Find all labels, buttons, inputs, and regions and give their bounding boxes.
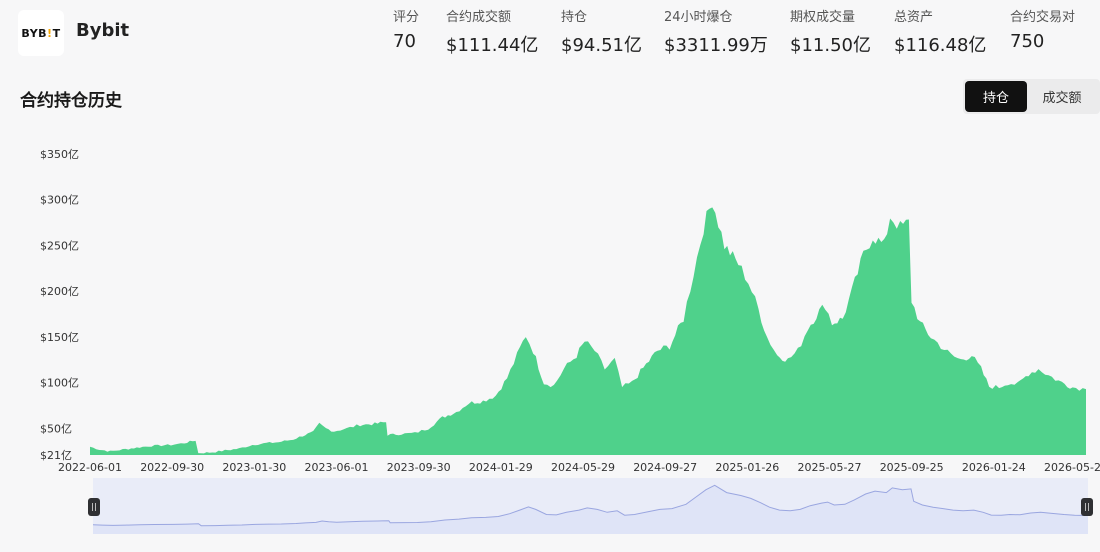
x-tick-label: 2026-01-24 <box>962 461 1026 474</box>
stat-label: 持仓 <box>561 10 588 25</box>
stat-options-volume: 期权成交量 $11.50亿 <box>790 6 871 57</box>
handle-body[interactable] <box>88 498 100 516</box>
x-tick-label: 2023-01-30 <box>222 461 286 474</box>
open-interest-chart: $21亿 $50亿 $100亿 $150亿 $200亿 $250亿 $300亿 $350亿 2… <box>40 148 1100 534</box>
stat-value: 750 <box>1010 31 1045 52</box>
stat-label: 期权成交量 <box>790 10 856 25</box>
exchange-name: Bybit <box>76 20 130 41</box>
x-tick-label: 2024-05-29 <box>551 461 615 474</box>
x-tick-label: 2025-05-27 <box>798 461 862 474</box>
handle-body[interactable] <box>1081 498 1093 516</box>
y-tick-label: $350亿 <box>40 148 79 161</box>
stat-value: $3311.99万 <box>664 35 768 56</box>
x-tick-label: 2022-06-01 <box>58 461 122 474</box>
stat-label: 24小时爆仓 <box>664 10 733 25</box>
stat-total-assets: 总资产 $116.48亿 <box>894 6 986 57</box>
stat-value: $116.48亿 <box>894 35 987 56</box>
y-tick-label: $300亿 <box>40 194 79 207</box>
x-tick-label: 2026-05-25 <box>1044 461 1100 474</box>
x-tick-label: 2025-09-25 <box>880 461 944 474</box>
stat-value: 70 <box>393 31 416 52</box>
stat-value: $11.50亿 <box>790 35 871 56</box>
navigator-line <box>92 484 1089 527</box>
x-tick-label: 2024-01-29 <box>469 461 533 474</box>
metric-toggle: 持仓 成交额 <box>963 79 1100 114</box>
y-tick-label: $250亿 <box>40 239 79 252</box>
stat-open-interest: 持仓 $94.51亿 <box>561 6 642 57</box>
y-tick-label: $150亿 <box>40 331 79 344</box>
stat-label: 合约成交额 <box>446 10 512 25</box>
stat-contract-volume: 合约成交额 $111.44亿 <box>446 6 538 57</box>
stat-liquidations-24h: 24小时爆仓 $3311.99万 <box>664 6 768 57</box>
y-tick-label: $100亿 <box>40 377 79 390</box>
y-axis: $21亿 $50亿 $100亿 $150亿 $200亿 $250亿 $300亿 $350亿 <box>40 148 79 462</box>
stat-value: $94.51亿 <box>561 35 642 56</box>
volume-tab[interactable]: 成交额 <box>1042 91 1082 106</box>
x-tick-label: 2023-06-01 <box>305 461 369 474</box>
stat-rating: 评分 70 <box>393 6 419 52</box>
exchange-header: BYB!T Bybit 评分 70 合约成交额 $111.44亿 持仓 $94.… <box>0 0 1100 70</box>
x-tick-label: 2022-09-30 <box>140 461 204 474</box>
stat-label: 评分 <box>393 10 420 25</box>
y-tick-label: $200亿 <box>40 285 79 298</box>
navigator-area <box>93 485 1088 534</box>
open-interest-area <box>90 207 1086 455</box>
y-tick-label: $21亿 <box>40 449 72 462</box>
navigator-right-handle[interactable] <box>1081 498 1093 516</box>
section-title: 合约持仓历史 <box>20 91 122 111</box>
x-tick-label: 2023-09-30 <box>387 461 451 474</box>
bybit-logo: BYB!T <box>18 10 64 56</box>
open-interest-tab[interactable]: 持仓 <box>965 81 1027 112</box>
navigator-left-handle[interactable] <box>88 498 100 516</box>
x-axis: 2022-06-01 2022-09-30 2023-01-30 2023-06-01… <box>58 461 1100 474</box>
y-tick-label: $50亿 <box>40 422 72 435</box>
stat-contract-pairs: 合约交易对 750 <box>1010 6 1075 52</box>
x-tick-label: 2025-01-26 <box>715 461 779 474</box>
range-navigator[interactable] <box>88 478 1093 534</box>
x-tick-label: 2024-09-27 <box>633 461 697 474</box>
stat-label: 合约交易对 <box>1010 10 1076 25</box>
stat-value: $111.44亿 <box>446 35 539 56</box>
logo-text: BYB!T <box>21 26 61 40</box>
stat-label: 总资产 <box>894 10 934 25</box>
